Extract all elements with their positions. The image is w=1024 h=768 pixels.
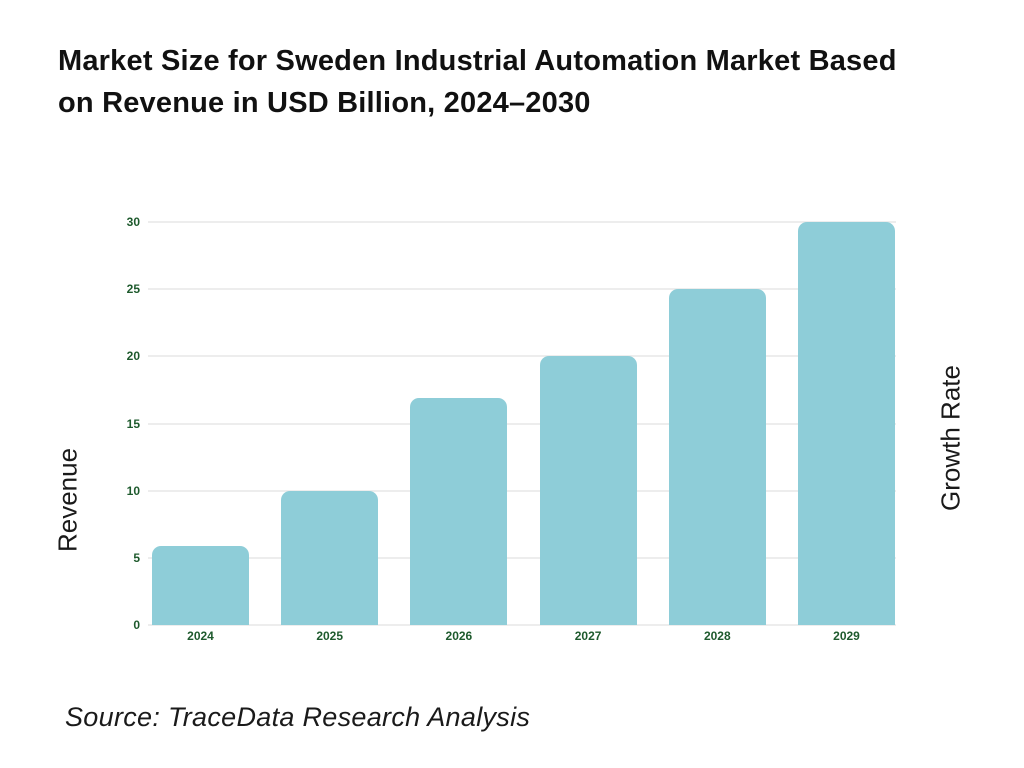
- x-tick-label-2028: 2028: [703, 629, 731, 643]
- gridline-y-30: [148, 221, 896, 223]
- gridline-y-5: [148, 556, 896, 559]
- x-tick-label-2026: 2026: [445, 629, 473, 643]
- chart-title-line1: Market Size for Sweden Industrial Automa…: [58, 45, 897, 77]
- gridline-y-15: [148, 422, 896, 425]
- x-tick-label-2025: 2025: [316, 629, 344, 643]
- gridline-y-0: [148, 624, 896, 626]
- chart-title: Market Size for Sweden Industrial Automa…: [58, 40, 958, 124]
- bar-2025: [281, 490, 379, 625]
- y-axis-label-revenue: Revenue: [52, 447, 83, 553]
- y-axis-label-growth-rate: Growth Rate: [935, 365, 966, 511]
- bar-2024: [152, 545, 249, 625]
- x-tick-label-2027: 2027: [574, 629, 602, 643]
- y-tick-label-20: 20: [126, 349, 140, 364]
- bar-2027: [539, 356, 637, 625]
- plot-area: [148, 221, 896, 626]
- bar-2026: [410, 397, 508, 625]
- bar-2029: [798, 222, 895, 625]
- gridline-y-25: [148, 288, 896, 291]
- bar-2028: [668, 289, 766, 625]
- gridline-y-20: [148, 355, 896, 358]
- y-tick-label-30: 30: [126, 215, 140, 229]
- y-tick-label-10: 10: [126, 483, 140, 498]
- x-tick-label-2029: 2029: [833, 629, 860, 643]
- source-attribution: Source: TraceData Research Analysis: [65, 702, 531, 732]
- y-tick-label-25: 25: [126, 282, 140, 297]
- x-tick-label-2024: 2024: [187, 629, 214, 643]
- y-tick-label-5: 5: [133, 550, 140, 565]
- x-axis-ticks: 2024 2025 2026 2027 2028 2029: [148, 629, 896, 645]
- y-tick-label-0: 0: [133, 618, 140, 632]
- chart-title-line2: on Revenue in USD Billion, 2024–2030: [58, 87, 591, 119]
- y-tick-label-15: 15: [126, 416, 140, 431]
- gridline-y-10: [148, 489, 896, 492]
- y-axis-ticks: 0 5 10 15 20 25 30: [100, 215, 148, 632]
